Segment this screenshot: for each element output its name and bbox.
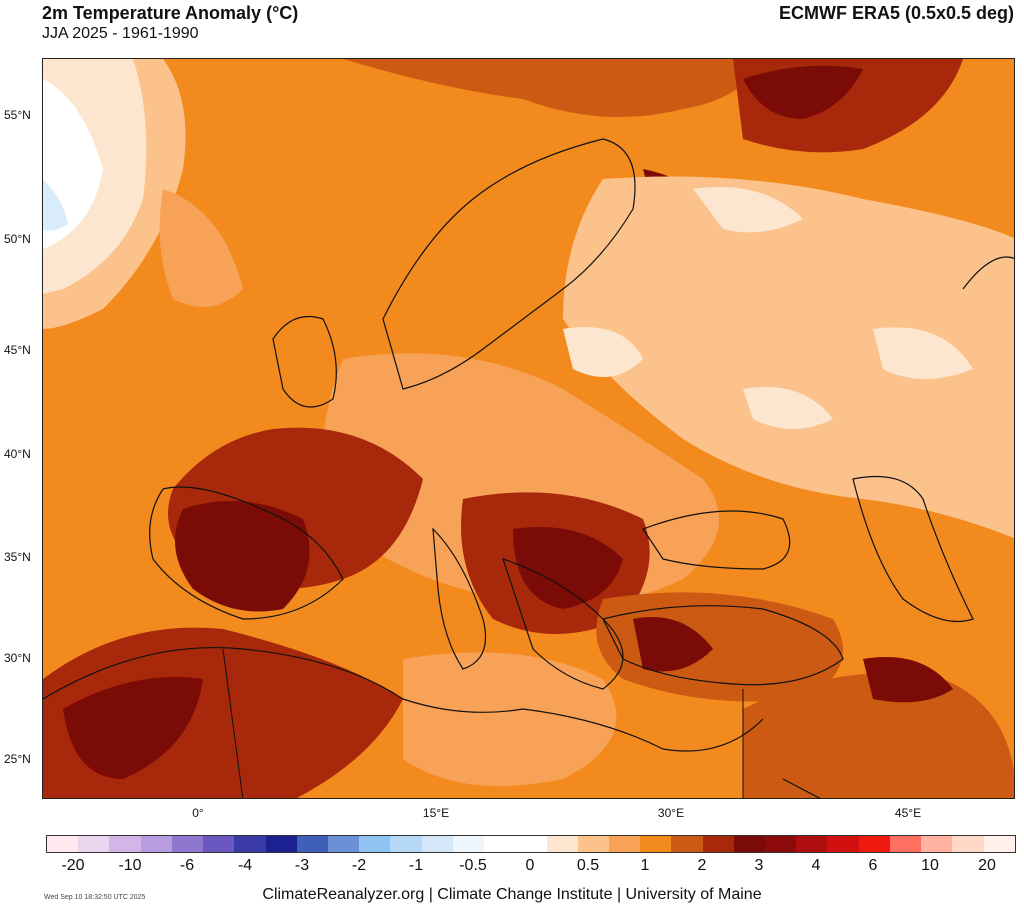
- colorbar-label: 0: [525, 857, 535, 874]
- map-subtitle: JJA 2025 - 1961-1990: [42, 25, 199, 42]
- colorbar-swatch: [889, 836, 922, 852]
- colorbar-swatch: [234, 836, 266, 852]
- colorbar-swatch: [327, 836, 360, 852]
- colorbar-swatch: [296, 836, 328, 852]
- colorbar-swatch: [921, 836, 953, 852]
- colorbar-swatch: [983, 836, 1015, 852]
- colorbar-label: 4: [811, 857, 821, 874]
- anomaly-field: [43, 59, 1014, 798]
- colorbar-swatch: [608, 836, 641, 852]
- lat-label-35n: 35°N: [4, 550, 31, 564]
- colorbar-swatch: [452, 836, 485, 852]
- lat-label-30n: 30°N: [4, 651, 31, 665]
- colorbar-swatch: [47, 836, 79, 852]
- colorbar-swatch: [359, 836, 391, 852]
- colorbar-swatch: [390, 836, 422, 852]
- colorbar-swatch: [796, 836, 828, 852]
- colorbar-swatch: [577, 836, 609, 852]
- colorbar-label: -2: [351, 857, 367, 874]
- colorbar-label: 2: [697, 857, 707, 874]
- colorbar-swatch: [171, 836, 204, 852]
- colorbar-swatch: [484, 836, 516, 852]
- colorbar-label: 3: [754, 857, 764, 874]
- colorbar-label: -3: [294, 857, 310, 874]
- colorbar-label: 10: [921, 857, 939, 874]
- colorbar-swatch: [265, 836, 297, 852]
- map-title: 2m Temperature Anomaly (°C): [42, 3, 299, 23]
- lat-label-40n: 40°N: [4, 447, 31, 461]
- colorbar-label: 0.5: [576, 857, 600, 874]
- colorbar-label: -1: [408, 857, 424, 874]
- lon-label-15e: 15°E: [422, 806, 450, 820]
- generation-timestamp: Wed Sep 10 18:32:50 UTC 2025: [44, 894, 146, 901]
- colorbar-label: 1: [640, 857, 650, 874]
- colorbar-swatch: [109, 836, 141, 852]
- colorbar-swatch: [140, 836, 172, 852]
- colorbar-swatch: [827, 836, 859, 852]
- lat-label-55n: 55°N: [4, 108, 31, 122]
- color-scale-bar: [46, 835, 1016, 853]
- colorbar-swatch: [952, 836, 984, 852]
- credit-footer: ClimateReanalyzer.org | Climate Change I…: [262, 886, 762, 903]
- lon-label-45e: 45°E: [894, 806, 922, 820]
- colorbar-swatch: [640, 836, 672, 852]
- temperature-anomaly-map: [42, 58, 1015, 799]
- colorbar-swatch: [765, 836, 797, 852]
- lat-label-25n: 25°N: [4, 752, 31, 766]
- lon-label-30e: 30°E: [657, 806, 685, 820]
- colorbar-swatch: [421, 836, 453, 852]
- lat-label-50n: 50°N: [4, 232, 31, 246]
- colorbar-swatch: [702, 836, 734, 852]
- lon-label-0: 0°: [192, 806, 204, 820]
- colorbar-swatch: [78, 836, 110, 852]
- colorbar-label: 6: [868, 857, 878, 874]
- colorbar-label: -20: [61, 857, 85, 874]
- colorbar-label: 20: [978, 857, 996, 874]
- lat-label-45n: 45°N: [4, 343, 31, 357]
- colorbar-swatch: [546, 836, 578, 852]
- data-source: ECMWF ERA5 (0.5x0.5 deg): [778, 3, 1014, 23]
- colorbar-label: -0.5: [459, 857, 487, 874]
- colorbar-swatch: [671, 836, 703, 852]
- colorbar-label: -4: [237, 857, 253, 874]
- colorbar-swatch: [515, 836, 547, 852]
- colorbar-label: -6: [179, 857, 195, 874]
- colorbar-swatch: [733, 836, 766, 852]
- colorbar-swatch: [203, 836, 235, 852]
- colorbar-label: -10: [118, 857, 142, 874]
- colorbar-swatch: [858, 836, 890, 852]
